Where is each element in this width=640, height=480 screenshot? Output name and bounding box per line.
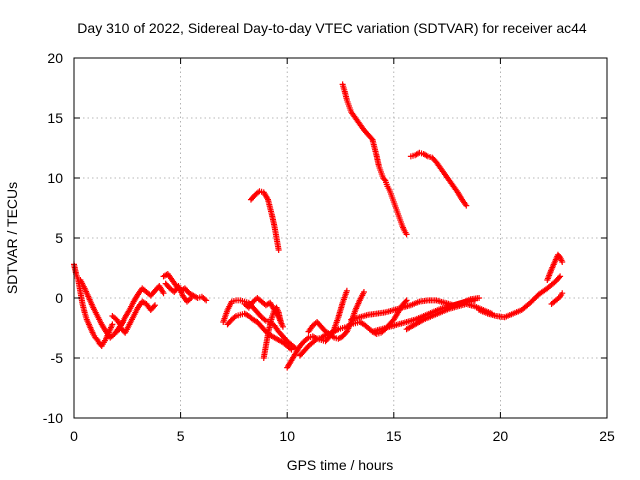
y-tick-label: 0 — [55, 290, 63, 306]
data-point-marker — [150, 303, 157, 310]
data-point-marker — [476, 295, 483, 301]
data-point-marker — [152, 302, 159, 309]
series-arc-4 — [113, 298, 159, 336]
data-point-marker — [160, 290, 167, 297]
x-axis-label: GPS time / hours — [287, 457, 394, 473]
series-arc-16 — [407, 149, 470, 209]
data-point-marker — [471, 297, 478, 304]
data-point-marker — [277, 319, 284, 325]
data-point-marker — [188, 295, 195, 301]
x-tick-label: 0 — [70, 428, 78, 444]
series-arc-14 — [305, 289, 367, 342]
data-point-marker — [557, 273, 564, 280]
x-tick-label: 5 — [177, 428, 185, 444]
series-arc-11 — [247, 188, 282, 253]
data-point-marker — [556, 274, 563, 281]
series-arc-6 — [162, 280, 195, 305]
series-arc-3 — [109, 283, 167, 329]
series-arc-10 — [260, 304, 284, 361]
y-tick-label: 10 — [47, 170, 63, 186]
y-tick-label: -10 — [43, 410, 63, 426]
axis-ticks: 0 5 10 15 20 25 -10 -5 0 5 10 15 20 — [43, 50, 615, 444]
grid-lines — [74, 58, 607, 418]
series-arc-20 — [476, 273, 564, 321]
x-tick-label: 10 — [279, 428, 295, 444]
data-point-marker — [360, 289, 367, 295]
data-point-marker — [402, 298, 409, 305]
data-point-marker — [343, 287, 350, 294]
data-point-marker — [109, 321, 116, 328]
series-arc-21 — [544, 251, 566, 283]
data-point-marker — [463, 202, 470, 209]
data-markers — [71, 81, 566, 371]
y-axis-label: SDTVAR / TECUs — [4, 182, 20, 294]
data-point-marker — [381, 176, 388, 183]
data-point-marker — [559, 290, 566, 297]
data-point-marker — [559, 259, 566, 265]
chart-title: Day 310 of 2022, Sidereal Day-to-day VTE… — [77, 20, 587, 36]
y-tick-label: 20 — [47, 50, 63, 66]
data-point-marker — [279, 323, 286, 330]
series-arc-15 — [339, 81, 410, 238]
data-point-marker — [403, 297, 410, 304]
y-tick-label: 15 — [47, 110, 63, 126]
series-arc-8 — [224, 310, 295, 353]
y-tick-label: -5 — [51, 350, 64, 366]
y-tick-label: 5 — [55, 230, 63, 246]
data-point-marker — [203, 297, 210, 304]
data-point-marker — [403, 231, 410, 238]
x-tick-label: 25 — [599, 428, 615, 444]
series-arc-22 — [548, 290, 566, 307]
x-tick-label: 15 — [386, 428, 402, 444]
data-point-marker — [288, 346, 295, 353]
series-arc-13 — [296, 287, 350, 359]
data-point-marker — [275, 247, 282, 253]
x-tick-label: 20 — [493, 428, 509, 444]
